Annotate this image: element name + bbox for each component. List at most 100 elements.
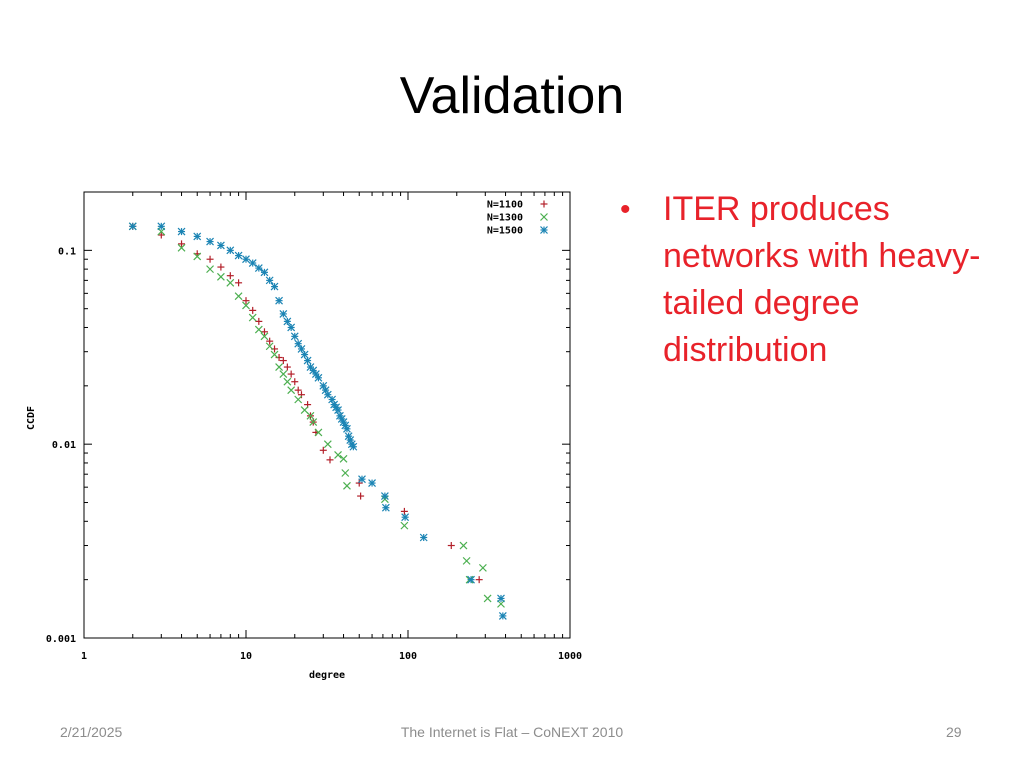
data-point xyxy=(255,317,263,325)
data-point xyxy=(475,576,483,584)
data-point xyxy=(279,309,288,318)
data-point xyxy=(248,259,257,267)
data-point xyxy=(177,227,186,236)
data-point xyxy=(380,492,389,500)
bullet-list: • ITER produces networks with heavy- tai… xyxy=(620,186,1020,374)
data-point xyxy=(128,222,137,231)
data-point xyxy=(334,406,342,414)
data-point xyxy=(478,563,487,572)
data-point xyxy=(226,278,235,287)
data-point xyxy=(291,378,299,386)
data-point xyxy=(270,350,279,359)
data-point xyxy=(339,454,348,463)
x-axis-label: degree xyxy=(309,670,345,681)
data-point xyxy=(193,232,202,241)
data-point xyxy=(226,272,234,280)
data-point xyxy=(314,428,323,437)
data-point xyxy=(279,357,287,365)
plot-frame xyxy=(83,191,571,639)
data-point xyxy=(177,243,186,252)
y-tick-label: 0.001 xyxy=(46,634,76,645)
data-point xyxy=(290,332,299,341)
data-point xyxy=(279,370,288,378)
footer-date: 2/21/2025 xyxy=(60,724,123,740)
ccdf-chart: 1 10 100 1000 0.001 0.01 0.1 N=1100 N=1300 N=150… xyxy=(0,180,600,690)
data-point xyxy=(287,370,295,378)
legend-label: N=1300 xyxy=(487,213,523,224)
data-point xyxy=(319,446,327,454)
x-tick-label: 1 xyxy=(81,651,87,662)
data-point xyxy=(254,264,263,273)
data-point xyxy=(157,222,166,231)
data-point xyxy=(294,339,303,348)
data-point xyxy=(193,252,202,261)
data-point xyxy=(260,268,269,277)
data-point xyxy=(242,301,250,310)
data-point xyxy=(297,345,306,353)
data-point xyxy=(226,246,235,255)
data-point xyxy=(419,533,428,542)
data-point xyxy=(326,456,334,464)
data-point xyxy=(216,272,225,281)
data-point xyxy=(355,479,363,487)
data-point xyxy=(400,521,409,530)
data-point xyxy=(300,406,309,414)
legend-label: N=1100 xyxy=(487,200,523,211)
y-tick-label: 0.01 xyxy=(52,440,76,451)
data-point xyxy=(254,325,263,334)
data-point xyxy=(343,481,351,490)
data-point xyxy=(206,255,214,263)
x-tick-label: 100 xyxy=(399,651,417,662)
data-point xyxy=(498,611,507,620)
slide-title: Validation xyxy=(399,67,625,125)
data-point xyxy=(283,363,291,371)
data-point xyxy=(206,237,214,246)
data-point xyxy=(275,363,283,371)
data-point xyxy=(314,373,323,382)
data-point xyxy=(266,337,274,345)
x-tick-label: 1000 xyxy=(558,651,582,662)
data-point xyxy=(265,276,274,285)
bullet-dot-icon: • xyxy=(620,193,631,226)
data-point xyxy=(368,479,376,487)
chart-svg: 1 10 100 1000 0.001 0.01 0.1 N=1100 N=1300 N=150… xyxy=(26,191,582,681)
data-point xyxy=(206,265,214,274)
data-point xyxy=(459,541,468,550)
bullet-item: ITER produces networks with heavy- taile… xyxy=(663,190,981,369)
footer-page-number: 29 xyxy=(946,724,962,740)
data-point xyxy=(234,251,243,260)
data-point xyxy=(357,492,365,500)
data-point xyxy=(235,279,243,287)
data-point xyxy=(462,556,471,565)
data-point xyxy=(287,386,296,395)
data-point xyxy=(483,594,492,603)
data-point xyxy=(334,451,342,459)
data-point xyxy=(270,282,279,291)
data-point xyxy=(358,475,366,484)
data-point xyxy=(294,386,302,394)
data-point xyxy=(242,255,250,264)
data-point xyxy=(447,542,455,550)
legend-marker xyxy=(540,226,548,234)
data-point xyxy=(283,377,292,386)
data-point xyxy=(341,469,350,477)
data-point xyxy=(309,418,318,427)
data-point xyxy=(265,342,274,351)
data-point xyxy=(343,424,351,433)
legend-marker xyxy=(540,200,548,208)
data-point xyxy=(323,440,332,449)
data-point xyxy=(303,356,312,365)
data-point xyxy=(248,313,257,322)
data-point xyxy=(287,323,296,332)
legend-marker xyxy=(540,213,548,221)
data-point xyxy=(275,296,283,305)
legend: N=1100 N=1300 N=1500 xyxy=(487,200,548,237)
data-point xyxy=(157,231,165,239)
data-point xyxy=(283,317,292,326)
data-point xyxy=(467,575,475,584)
data-point xyxy=(178,240,186,248)
data-point xyxy=(260,328,268,336)
x-tick-label: 10 xyxy=(240,651,252,662)
data-point xyxy=(381,503,390,512)
data-point xyxy=(217,263,225,271)
